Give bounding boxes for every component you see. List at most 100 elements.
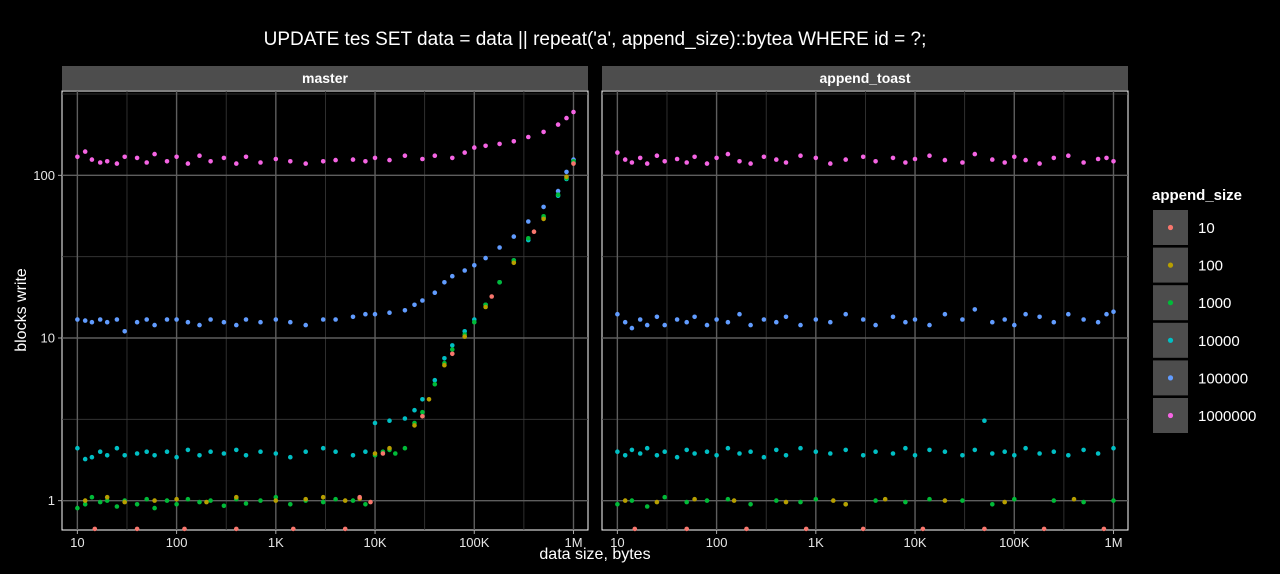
data-point-1000000 — [798, 153, 803, 158]
data-point-100000 — [221, 319, 227, 325]
data-point-10000 — [748, 449, 753, 455]
legend-items: 10 100 1000 10000 100000 1000000 — [1153, 210, 1256, 433]
data-point-100000 — [843, 311, 848, 317]
data-point-1000000 — [692, 154, 697, 160]
data-point-1000000 — [629, 160, 635, 165]
data-point-1000000 — [472, 145, 477, 150]
data-points — [75, 109, 576, 532]
data-point-1000 — [1111, 498, 1116, 503]
gridlines — [602, 91, 1128, 530]
data-point-1000000 — [1051, 155, 1057, 161]
data-point-100000 — [912, 317, 918, 322]
data-point-100000 — [798, 322, 803, 328]
data-point-1000 — [393, 451, 398, 456]
x-tick-label: 10K — [903, 535, 926, 550]
data-point-100000 — [1081, 317, 1086, 322]
data-point-100000 — [243, 317, 249, 322]
data-point-1000000 — [1037, 161, 1042, 166]
data-point-10000 — [450, 343, 455, 348]
chart-title: UPDATE tes SET data = data || repeat('a'… — [264, 29, 927, 50]
data-point-1000000 — [714, 155, 719, 161]
data-point-1000000 — [704, 161, 710, 166]
data-point-10 — [531, 229, 537, 234]
strip-label-append-toast: append_toast — [819, 70, 910, 86]
data-point-10000 — [890, 451, 896, 456]
data-point-100000 — [1002, 317, 1007, 322]
y-tick-label: 1 — [48, 493, 55, 508]
data-point-1000 — [873, 498, 878, 503]
data-point-1000 — [134, 502, 140, 507]
data-point-10000 — [1002, 449, 1007, 455]
data-point-100000 — [511, 234, 517, 239]
data-point-100000 — [122, 329, 127, 334]
data-point-100 — [273, 498, 279, 503]
legend-swatch-10000 — [1167, 337, 1174, 343]
data-point-100 — [320, 494, 326, 500]
data-point-1000 — [273, 494, 279, 500]
data-point-100000 — [420, 298, 425, 303]
data-point-1000000 — [684, 160, 689, 165]
data-point-1000 — [350, 498, 356, 503]
data-point-1000000 — [860, 154, 866, 160]
data-point-100000 — [761, 317, 767, 322]
data-point-10000 — [737, 451, 742, 456]
data-point-1000000 — [89, 157, 95, 162]
data-point-100000 — [990, 319, 995, 325]
data-point-100000 — [164, 317, 170, 322]
data-point-1000000 — [942, 157, 948, 163]
data-point-100000 — [152, 322, 157, 328]
legend-label-1000: 1000 — [1198, 295, 1231, 312]
data-point-100000 — [1037, 314, 1042, 320]
data-point-10000 — [243, 453, 249, 458]
data-point-10000 — [1111, 445, 1116, 451]
data-point-100000 — [82, 318, 88, 323]
data-point-1000000 — [1081, 160, 1086, 165]
data-point-10000 — [990, 451, 995, 456]
data-point-10 — [291, 526, 296, 532]
data-point-10000 — [714, 453, 719, 458]
data-point-1000 — [748, 502, 753, 507]
x-tick-label: 100 — [166, 535, 188, 550]
data-point-1000000 — [674, 156, 680, 162]
data-point-10000 — [1066, 453, 1071, 458]
data-point-10000 — [637, 451, 643, 456]
data-point-100000 — [462, 268, 468, 273]
data-point-1000 — [144, 496, 149, 502]
data-point-10000 — [97, 449, 103, 455]
data-point-1000000 — [185, 161, 191, 166]
data-point-1000 — [208, 498, 213, 503]
data-point-100 — [483, 304, 488, 310]
data-point-1000 — [903, 499, 908, 505]
data-point-100000 — [387, 310, 392, 316]
x-axis-title: data size, bytes — [539, 546, 650, 563]
data-point-100000 — [692, 314, 697, 320]
y-tick-label: 10 — [41, 330, 55, 345]
strip-background — [602, 66, 1128, 90]
data-point-1000 — [243, 501, 249, 506]
y-tick-label: 100 — [33, 168, 55, 183]
data-point-10 — [357, 494, 363, 500]
data-point-1000 — [82, 502, 88, 507]
data-point-100000 — [442, 280, 447, 285]
data-point-100000 — [402, 308, 408, 313]
x-tick-label: 10 — [610, 535, 624, 550]
data-point-100000 — [97, 317, 103, 322]
x-tick-label: 100K — [999, 535, 1030, 550]
data-point-1000 — [75, 505, 80, 511]
data-point-1000000 — [402, 153, 408, 158]
data-point-10000 — [89, 454, 95, 460]
data-point-1000 — [704, 498, 710, 503]
data-point-1000000 — [1104, 155, 1109, 161]
data-point-1000000 — [873, 159, 878, 164]
data-point-100000 — [1012, 322, 1017, 328]
data-point-100 — [387, 445, 392, 451]
data-point-100 — [692, 496, 697, 502]
data-point-10000 — [412, 407, 417, 413]
data-point-1000000 — [273, 156, 279, 162]
x-tick-label: 10K — [363, 535, 386, 550]
data-point-1000 — [89, 494, 95, 500]
data-point-10 — [182, 526, 187, 532]
data-point-100000 — [704, 322, 710, 328]
data-point-10 — [380, 451, 386, 456]
data-point-1000000 — [541, 129, 546, 135]
